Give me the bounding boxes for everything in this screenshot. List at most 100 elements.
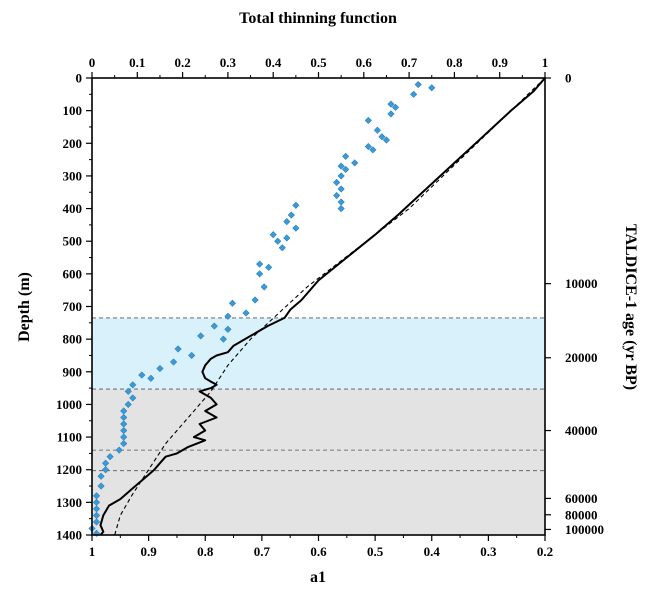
top-tick-label: 0.9: [492, 55, 509, 70]
dashed-line: [114, 77, 546, 536]
diamond-marker: [332, 191, 341, 200]
diamond-marker: [92, 518, 101, 526]
top-tick-label: 0.1: [129, 55, 145, 70]
tick-labels: 0100200300400500600700800900100011001200…: [56, 55, 604, 559]
top-axis-title: Total thinning function: [239, 10, 397, 27]
diamond-marker: [332, 178, 341, 187]
top-tick-label: 0.7: [401, 55, 418, 70]
diamond-marker: [156, 364, 164, 373]
left-tick-label: 900: [63, 364, 83, 379]
top-tick-label: 1: [542, 55, 549, 70]
left-tick-label: 600: [63, 266, 83, 281]
diamond-marker: [337, 172, 345, 180]
right-tick-label: 40000: [565, 423, 598, 438]
bottom-tick-label: 1: [89, 544, 96, 559]
diamond-marker: [283, 217, 291, 226]
bottom-tick-label: 0.6: [310, 544, 327, 559]
bottom-tick-label: 0.4: [424, 544, 441, 559]
diamond-marker: [342, 165, 350, 174]
top-tick-label: 0.3: [220, 55, 237, 70]
bottom-tick-label: 0.8: [197, 544, 214, 559]
diamond-marker: [391, 103, 400, 112]
diamond-marker: [337, 185, 345, 193]
diamond-marker: [378, 133, 386, 141]
diamond-marker: [274, 237, 282, 245]
diamond-marker: [188, 351, 196, 360]
diamond-marker: [373, 126, 382, 134]
diamond-marker: [369, 146, 377, 154]
diamond-marker: [224, 325, 232, 334]
diamond-marker: [115, 446, 123, 454]
diamond-marker: [364, 116, 372, 125]
diamond-marker: [219, 335, 228, 343]
diamond-marker: [351, 159, 359, 167]
diamond-marker: [124, 400, 132, 409]
diamond-marker: [265, 263, 273, 271]
diamond-marker: [97, 482, 105, 490]
top-tick-label: 0.8: [446, 55, 463, 70]
left-tick-label: 100: [63, 103, 83, 118]
left-tick-label: 800: [63, 332, 83, 347]
diamond-marker: [337, 198, 345, 206]
diamond-marker: [124, 387, 132, 396]
left-tick-label: 400: [63, 201, 83, 216]
diamond-marker: [97, 472, 105, 480]
diamond-marker: [242, 309, 250, 317]
diamond-marker: [255, 270, 264, 278]
diamond-marker: [337, 162, 345, 170]
diamond-marker: [287, 211, 295, 219]
diamond-marker: [283, 234, 291, 242]
diamond-marker: [382, 136, 391, 144]
diamond-marker: [337, 204, 345, 213]
shaded-bands: [92, 317, 545, 535]
diamond-marker: [409, 90, 418, 98]
top-tick-label: 0.4: [265, 55, 282, 70]
tick-marks: [86, 72, 551, 541]
diamond-marker: [251, 296, 259, 304]
top-tick-label: 0.6: [356, 55, 373, 70]
shaded-band: [92, 389, 545, 535]
left-tick-label: 0: [76, 71, 83, 86]
left-tick-label: 1100: [57, 430, 82, 445]
diamond-marker: [260, 283, 268, 291]
right-tick-label: 100000: [565, 522, 604, 537]
diamond-marker: [269, 231, 277, 239]
left-tick-label: 200: [63, 136, 83, 151]
diamond-marker: [414, 80, 422, 89]
left-tick-label: 500: [63, 234, 83, 249]
right-tick-label: 80000: [565, 507, 598, 522]
bottom-tick-label: 0.3: [480, 544, 497, 559]
diamond-marker: [255, 260, 264, 268]
diamond-marker: [210, 322, 218, 330]
diamond-marker: [120, 439, 128, 448]
right-tick-label: 10000: [565, 276, 598, 291]
series-layer: [88, 77, 546, 538]
diamond-marker: [129, 394, 137, 402]
bottom-tick-label: 0.9: [141, 544, 158, 559]
diamond-marker: [292, 201, 300, 209]
diamond-marker: [342, 152, 350, 160]
diamond-marker: [106, 453, 114, 461]
bottom-tick-label: 0.7: [254, 544, 271, 559]
diamond-marker: [428, 84, 436, 92]
bottom-axis-title: a1: [310, 569, 326, 586]
diamond-marker: [129, 381, 137, 389]
left-axis-title: Depth (m): [16, 272, 33, 342]
diamond-marker: [387, 100, 395, 108]
diamond-marker: [101, 466, 110, 474]
right-tick-label: 60000: [565, 491, 598, 506]
marker-series: [88, 80, 436, 538]
left-tick-label: 300: [63, 168, 83, 183]
top-tick-label: 0.2: [174, 55, 190, 70]
left-tick-label: 1300: [56, 495, 82, 510]
diamond-marker: [224, 312, 232, 320]
left-tick-label: 700: [63, 299, 83, 314]
diamond-marker: [228, 299, 237, 307]
left-tick-label: 1400: [56, 528, 82, 543]
right-axis-title: TALDICE-1 age (yr BP): [622, 224, 639, 390]
diamond-marker: [292, 224, 300, 232]
reference-lines: [92, 317, 545, 472]
bottom-tick-label: 0.2: [537, 544, 553, 559]
diamond-marker: [138, 371, 146, 379]
